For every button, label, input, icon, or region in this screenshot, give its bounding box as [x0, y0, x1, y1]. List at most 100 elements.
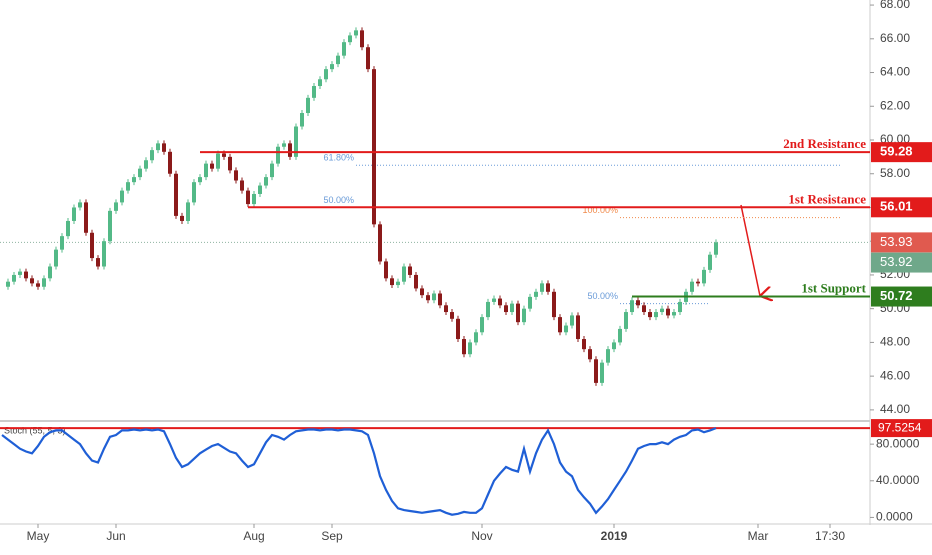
candle: [18, 271, 22, 275]
level-price-box: [871, 286, 932, 307]
candle: [582, 339, 586, 350]
candle: [558, 317, 562, 333]
forecast-arrow: [740, 204, 760, 296]
candle: [690, 281, 694, 292]
candle: [156, 143, 160, 151]
candle: [294, 126, 298, 157]
candle: [444, 305, 448, 313]
y-tick-label: 66.00: [880, 31, 910, 45]
candle: [660, 308, 664, 313]
candle: [666, 308, 670, 316]
candle: [306, 97, 310, 114]
candle: [78, 202, 82, 208]
candle: [324, 69, 328, 80]
candle: [42, 278, 46, 287]
candle: [192, 182, 196, 203]
stoch-level-box: [871, 419, 932, 438]
y-tick-label: 48.00: [880, 335, 910, 349]
candle: [708, 254, 712, 270]
level-price-box: [871, 142, 932, 163]
candle: [360, 30, 364, 48]
candle: [132, 177, 136, 183]
x-tick-label: Mar: [748, 529, 769, 543]
x-tick-label: 17:30: [815, 529, 845, 543]
stoch-level-label: 97.5254: [878, 420, 922, 434]
candle: [348, 35, 352, 43]
candle: [402, 266, 406, 282]
candle: [288, 143, 292, 157]
fib-label: 61.80%: [323, 153, 354, 163]
level-price-label: 56.01: [880, 199, 913, 214]
candle: [570, 315, 574, 326]
candle: [198, 177, 202, 183]
stoch-tick-label: 40.0000: [876, 473, 920, 487]
level-price-box: [871, 197, 932, 218]
candle: [354, 30, 358, 36]
candle: [654, 312, 658, 318]
candle: [186, 202, 190, 221]
candle: [474, 332, 478, 343]
level-name: 1st Support: [801, 281, 866, 296]
candle: [648, 312, 652, 318]
candle: [498, 298, 502, 306]
candle: [432, 293, 436, 301]
candle: [336, 55, 340, 65]
candle: [378, 224, 382, 262]
y-tick-label: 62.00: [880, 98, 910, 112]
candle: [504, 305, 508, 313]
x-tick-label: Jun: [106, 529, 125, 543]
candle: [420, 288, 424, 296]
candle: [150, 150, 154, 161]
stoch-line: [1, 427, 717, 516]
candle: [396, 281, 400, 286]
candle: [210, 163, 214, 169]
y-tick-label: 68.00: [880, 0, 910, 11]
candle: [66, 220, 70, 237]
candle: [228, 156, 232, 171]
candle: [318, 79, 322, 87]
candle: [588, 349, 592, 360]
candle: [282, 143, 286, 147]
candle: [564, 325, 568, 333]
candle: [618, 328, 622, 343]
candle: [84, 202, 88, 233]
candle: [246, 190, 250, 205]
y-tick-label: 46.00: [880, 368, 910, 382]
candle: [612, 342, 616, 350]
price-label: 53.92: [880, 254, 913, 269]
candle: [138, 168, 142, 178]
candle: [60, 236, 64, 250]
candle: [162, 143, 166, 152]
y-tick-label: 44.00: [880, 402, 910, 416]
candle: [180, 215, 184, 221]
candle: [492, 298, 496, 302]
candle: [222, 153, 226, 157]
candle: [414, 274, 418, 289]
candle: [528, 296, 532, 309]
candle: [468, 342, 472, 355]
level-price-label: 59.28: [880, 144, 913, 159]
candle: [510, 303, 514, 313]
candle: [522, 308, 526, 323]
candle: [270, 163, 274, 178]
stoch-tick-label: 0.0000: [876, 510, 913, 524]
candle: [102, 241, 106, 267]
candle: [696, 281, 700, 284]
price-label: 53.93: [880, 234, 913, 249]
candle: [486, 301, 490, 318]
price-box: [871, 252, 932, 273]
candle: [714, 242, 718, 255]
candle: [438, 293, 442, 306]
y-tick-label: 64.00: [880, 65, 910, 79]
candle: [300, 113, 304, 127]
x-tick-label: May: [27, 529, 50, 543]
stoch-label: Stoch (55, 5, 3): [4, 425, 66, 435]
candle: [108, 210, 112, 242]
candle: [462, 339, 466, 355]
candle: [126, 182, 130, 191]
candle: [36, 283, 40, 287]
fib-label: 50.00%: [587, 291, 618, 301]
x-tick-label: Aug: [243, 529, 264, 543]
candle: [456, 318, 460, 340]
